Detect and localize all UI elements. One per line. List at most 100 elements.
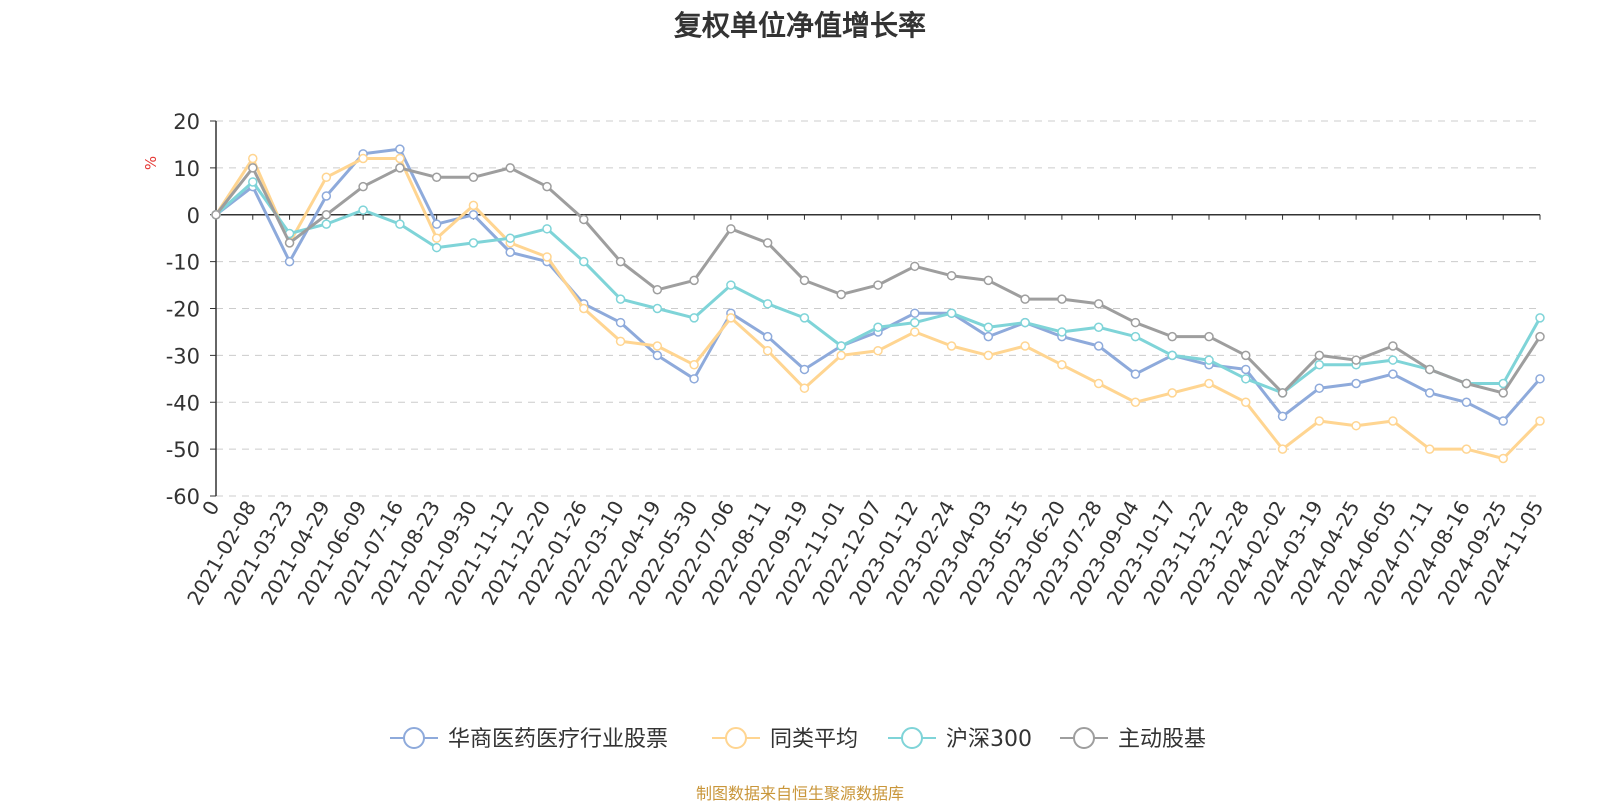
- data-point: [1130, 369, 1141, 379]
- data-point: [836, 341, 846, 351]
- data-point: [321, 210, 332, 220]
- data-point: [284, 238, 295, 248]
- data-point: [321, 191, 332, 201]
- data-point: [1093, 299, 1104, 309]
- data-point: [284, 256, 295, 267]
- data-point: [1388, 341, 1398, 351]
- data-point: [836, 289, 846, 300]
- data-point: [248, 153, 258, 164]
- chart-title: 复权单位净值增长率: [673, 9, 926, 42]
- data-point: [1424, 444, 1435, 454]
- y-tick-label: -60: [166, 485, 200, 509]
- data-point: [1204, 378, 1214, 389]
- data-point: [431, 242, 442, 253]
- legend-label: 主动股基: [1118, 727, 1206, 752]
- data-point: [1241, 350, 1251, 361]
- data-point: [321, 172, 332, 182]
- data-point: [689, 374, 699, 384]
- legend-label: 华商医药医疗行业股票: [448, 727, 668, 752]
- data-point: [726, 224, 736, 234]
- data-point: [762, 345, 773, 356]
- data-point: [946, 308, 957, 318]
- source-note: 制图数据来自恒生聚源数据库: [695, 784, 904, 803]
- data-point: [431, 219, 442, 229]
- data-point: [910, 261, 920, 272]
- data-point: [1388, 369, 1398, 379]
- data-point: [395, 153, 405, 164]
- data-point: [799, 313, 810, 323]
- data-point: [1314, 416, 1325, 426]
- data-point: [1130, 397, 1141, 407]
- axes: [210, 120, 1541, 497]
- data-point: [1461, 378, 1472, 389]
- legend-item[interactable]: 主动股基: [1060, 727, 1206, 752]
- data-point: [1020, 341, 1030, 351]
- data-point: [689, 360, 699, 370]
- y-tick-labels: 20 10 0 -10 -20 -30 -40 -50 -60: [166, 110, 200, 509]
- legend-marker: [403, 727, 425, 749]
- data-point: [579, 256, 589, 267]
- data-point: [395, 144, 405, 154]
- data-point: [542, 252, 552, 262]
- y-tick-label: -50: [166, 438, 200, 462]
- data-point: [1057, 294, 1067, 304]
- data-point: [910, 308, 920, 318]
- data-point: [1093, 322, 1104, 332]
- data-point: [983, 322, 994, 332]
- data-point: [579, 214, 589, 225]
- data-point: [762, 238, 773, 248]
- x-tick-label: 0: [197, 497, 224, 520]
- data-point: [211, 210, 221, 220]
- data-point: [505, 247, 515, 257]
- data-point: [1167, 388, 1177, 398]
- data-point: [799, 275, 810, 286]
- data-point: [1130, 317, 1141, 328]
- data-point: [468, 238, 479, 248]
- data-point: [983, 275, 994, 286]
- data-point: [321, 219, 332, 229]
- data-point: [1498, 453, 1508, 464]
- legend-item[interactable]: 华商医药医疗行业股票: [390, 727, 668, 752]
- data-point: [505, 163, 515, 173]
- x-tick-labels: 02021-02-082021-03-232021-04-292021-06-0…: [182, 496, 1548, 609]
- data-point: [1020, 317, 1030, 328]
- data-point: [1093, 378, 1104, 389]
- data-point: [615, 256, 626, 267]
- data-point: [1241, 364, 1251, 375]
- y-tick-label: -40: [166, 391, 200, 415]
- data-point: [799, 364, 810, 375]
- data-point: [431, 172, 442, 182]
- data-point: [1314, 360, 1325, 370]
- data-point: [615, 317, 626, 328]
- data-point: [652, 350, 663, 361]
- legend[interactable]: 华商医药医疗行业股票 同类平均 沪深300 主动股基: [390, 727, 1206, 752]
- data-point: [395, 163, 405, 173]
- series-沪深300: [211, 177, 1545, 398]
- data-point: [910, 327, 920, 337]
- data-point: [1020, 294, 1030, 304]
- y-tick-label: -30: [166, 344, 200, 368]
- data-point: [615, 294, 626, 304]
- data-point: [358, 181, 368, 192]
- legend-item[interactable]: 沪深300: [888, 727, 1032, 752]
- data-point: [248, 163, 258, 173]
- data-point: [1277, 411, 1288, 422]
- data-point: [1277, 444, 1288, 454]
- legend-item[interactable]: 同类平均: [712, 727, 858, 752]
- data-point: [762, 331, 773, 342]
- data-point: [468, 210, 479, 220]
- data-point: [1167, 350, 1177, 361]
- data-point: [615, 336, 626, 347]
- data-point: [946, 270, 957, 281]
- data-point: [358, 153, 368, 164]
- data-point: [1314, 383, 1325, 393]
- data-point: [983, 331, 994, 342]
- data-point: [946, 341, 957, 351]
- data-point: [652, 341, 663, 351]
- data-point: [1241, 397, 1251, 407]
- data-point: [1277, 388, 1288, 398]
- data-point: [873, 322, 883, 332]
- series-lines: [211, 144, 1545, 464]
- data-point: [1535, 313, 1545, 323]
